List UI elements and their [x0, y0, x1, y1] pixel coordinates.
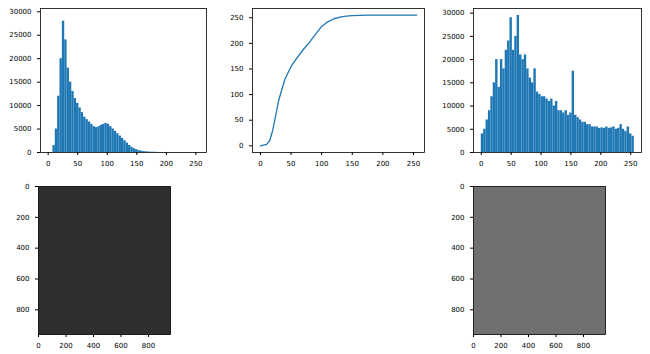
- svg-text:0: 0: [471, 342, 475, 350]
- svg-text:800: 800: [142, 342, 155, 350]
- svg-text:100: 100: [230, 91, 243, 99]
- svg-text:400: 400: [522, 342, 535, 350]
- svg-text:400: 400: [16, 244, 29, 252]
- svg-text:150: 150: [130, 160, 143, 168]
- svg-text:50: 50: [287, 160, 296, 168]
- svg-text:200: 200: [594, 160, 607, 168]
- svg-text:200: 200: [230, 40, 243, 48]
- svg-text:200: 200: [494, 342, 507, 350]
- svg-text:50: 50: [73, 160, 82, 168]
- svg-text:10000: 10000: [442, 102, 464, 110]
- svg-text:600: 600: [114, 342, 127, 350]
- svg-text:150: 150: [564, 160, 577, 168]
- svg-text:200: 200: [451, 214, 464, 222]
- svg-text:800: 800: [451, 306, 464, 314]
- svg-text:50: 50: [507, 160, 516, 168]
- svg-text:200: 200: [376, 160, 389, 168]
- svg-text:5000: 5000: [14, 125, 32, 133]
- svg-text:0: 0: [479, 160, 483, 168]
- svg-text:0: 0: [239, 142, 243, 150]
- svg-text:200: 200: [16, 214, 29, 222]
- svg-text:0: 0: [36, 342, 40, 350]
- svg-text:100: 100: [534, 160, 547, 168]
- svg-text:100: 100: [315, 160, 328, 168]
- svg-text:15000: 15000: [442, 79, 464, 87]
- svg-text:0: 0: [27, 149, 31, 157]
- svg-text:30000: 30000: [9, 8, 31, 16]
- svg-text:0: 0: [46, 160, 50, 168]
- svg-text:250: 250: [624, 160, 637, 168]
- svg-text:150: 150: [346, 160, 359, 168]
- svg-text:0: 0: [460, 149, 464, 157]
- svg-text:600: 600: [549, 342, 562, 350]
- svg-text:800: 800: [16, 306, 29, 314]
- svg-text:0: 0: [258, 160, 262, 168]
- svg-text:400: 400: [451, 244, 464, 252]
- svg-text:100: 100: [101, 160, 114, 168]
- svg-text:0: 0: [460, 183, 464, 191]
- svg-text:400: 400: [87, 342, 100, 350]
- svg-text:50: 50: [235, 116, 244, 124]
- svg-text:10000: 10000: [9, 102, 31, 110]
- svg-text:600: 600: [451, 275, 464, 283]
- svg-text:20000: 20000: [9, 55, 31, 63]
- svg-text:200: 200: [59, 342, 72, 350]
- svg-text:250: 250: [407, 160, 420, 168]
- svg-text:600: 600: [16, 275, 29, 283]
- svg-text:20000: 20000: [442, 56, 464, 64]
- svg-text:250: 250: [230, 14, 243, 22]
- svg-text:30000: 30000: [442, 9, 464, 17]
- svg-text:5000: 5000: [447, 126, 465, 134]
- svg-text:150: 150: [230, 65, 243, 73]
- svg-text:25000: 25000: [9, 31, 31, 39]
- svg-text:15000: 15000: [9, 78, 31, 86]
- svg-text:250: 250: [189, 160, 202, 168]
- svg-text:200: 200: [160, 160, 173, 168]
- svg-text:25000: 25000: [442, 33, 464, 41]
- svg-text:800: 800: [577, 342, 590, 350]
- svg-text:0: 0: [25, 183, 29, 191]
